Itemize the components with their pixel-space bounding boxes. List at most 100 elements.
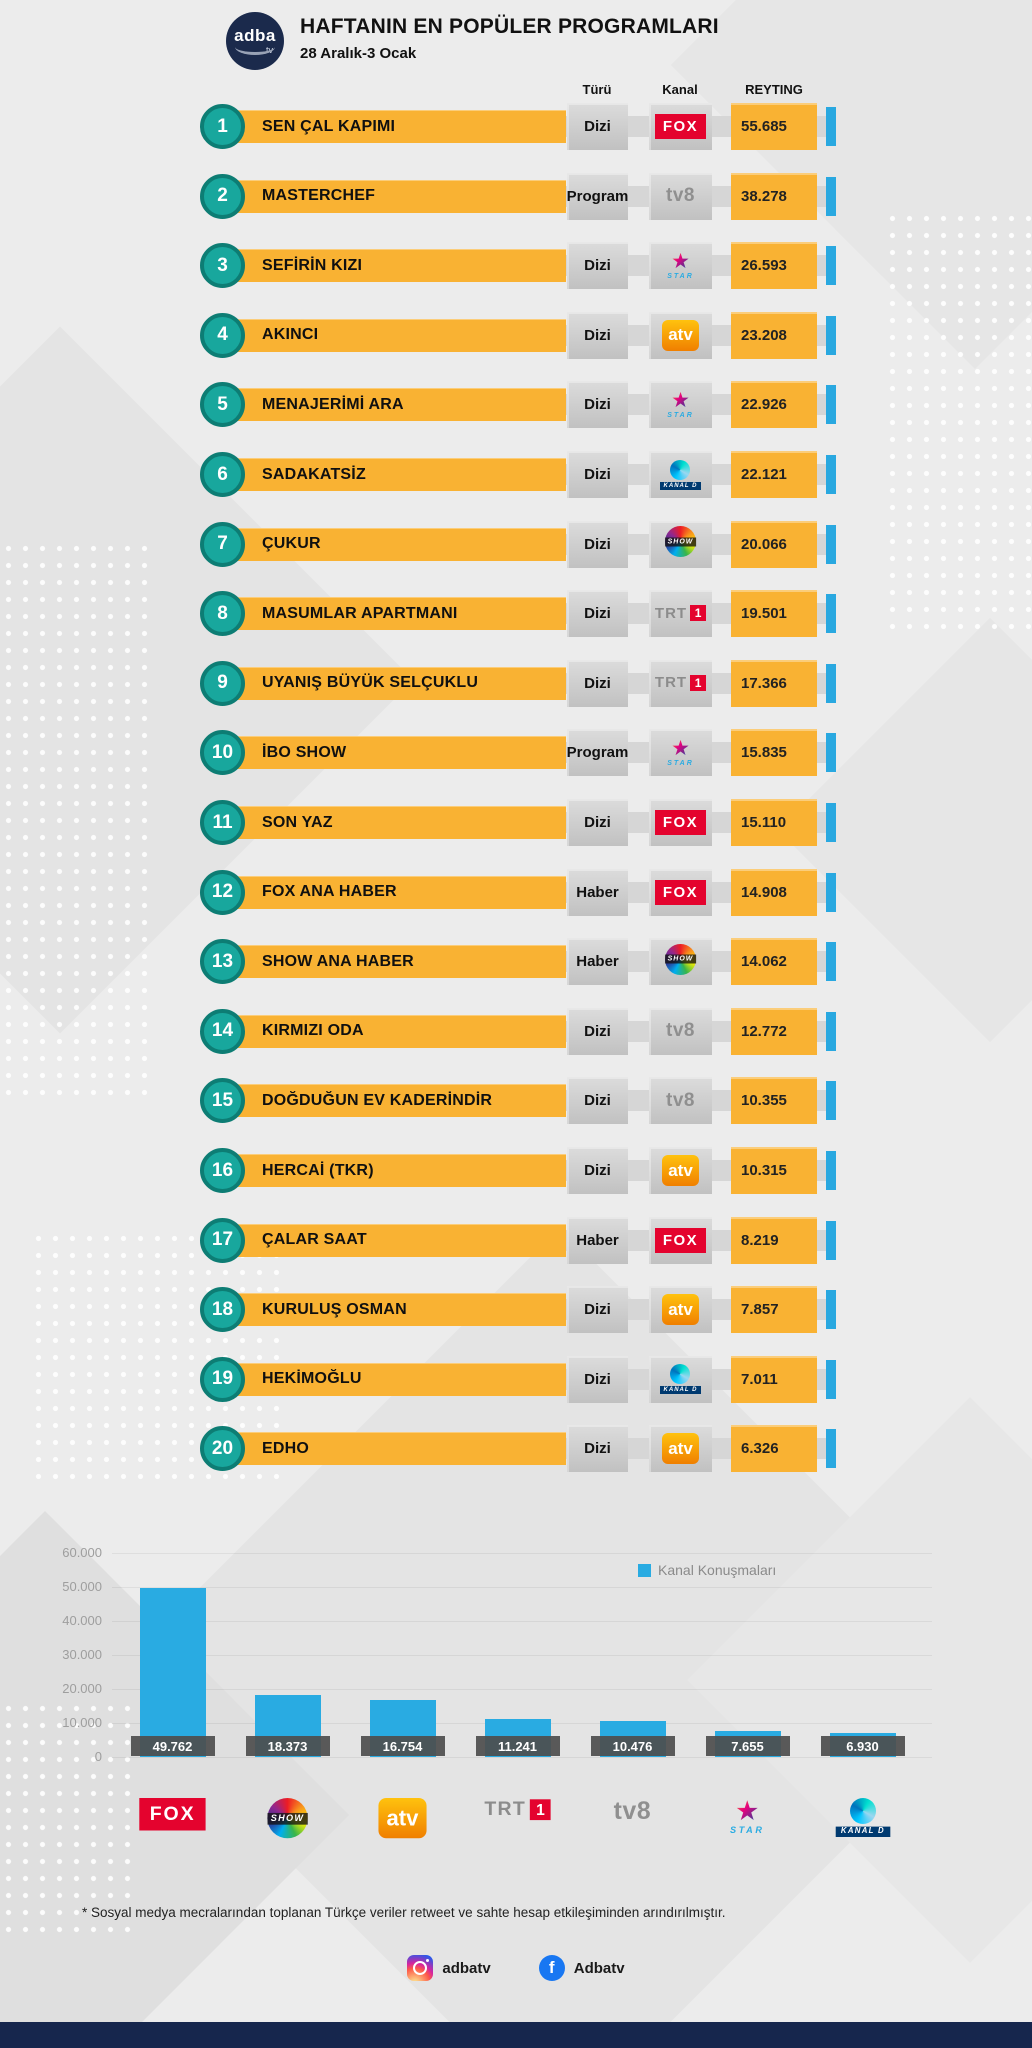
atv-channel-logo: atv [662, 1155, 699, 1186]
rank-badge: 19 [200, 1356, 245, 1402]
rank-badge: 11 [200, 800, 245, 845]
rank-number: 9 [217, 672, 228, 694]
program-name: İBO SHOW [262, 743, 347, 761]
program-name-bar: SADAKATSİZ [210, 458, 566, 491]
table-row: MASUMLAR APARTMANI 8 Dizi TRT 1 19.501 [200, 590, 840, 638]
show-sun-icon: SHOW [266, 1798, 309, 1839]
table-row: UYANIŞ BÜYÜK SELÇUKLU 9 Dizi TRT 1 17.366 [200, 659, 840, 707]
rank-number: 14 [211, 1020, 234, 1042]
background-dots [0, 1700, 140, 1940]
channel-logo-slot: atv [662, 1433, 699, 1465]
program-type-tile: Dizi [567, 1286, 628, 1334]
channel-logo-slot: KANAL D [659, 1364, 702, 1395]
program-name-bar: KURULUŞ OSMAN [210, 1293, 566, 1327]
rank-number: 11 [212, 811, 233, 833]
rank-number: 2 [217, 185, 228, 207]
rank-number: 12 [211, 881, 234, 903]
row-end-tick [826, 1429, 836, 1469]
rank-badge: 18 [200, 1287, 245, 1333]
channel-logo-slot: FOX [654, 1227, 707, 1253]
bar-value-label: 16.754 [360, 1736, 445, 1756]
rank-number: 13 [211, 950, 234, 972]
table-row: SON YAZ 11 Dizi FOX 15.110 [200, 799, 840, 846]
y-axis-tick-label: 10.000 [62, 1715, 102, 1730]
program-name-bar: DOĞDUĞUN EV KADERİNDİR [210, 1084, 566, 1118]
program-type-tile: Dizi [567, 590, 628, 638]
brand-name: adba [234, 26, 276, 45]
show-channel-logo: SHOW [664, 526, 697, 558]
rating-tile: 7.011 [731, 1355, 817, 1403]
kanald-channel-logo: KANAL D [659, 459, 702, 490]
table-row: SEN ÇAL KAPIMI 1 Dizi FOX 55.685 [200, 103, 840, 150]
facebook-link[interactable]: Adbatv [538, 1955, 625, 1981]
rank-badge: 2 [200, 173, 245, 219]
page-subtitle: 28 Aralık-3 Ocak [300, 45, 417, 62]
rating-value: 7.011 [741, 1370, 778, 1388]
table-row: MENAJERİMİ ARA 5 Dizi ★ STAR 22.926 [200, 381, 840, 429]
channel-conversations-chart: Kanal Konuşmaları 60.000 50.000 40.000 30.0… [0, 1540, 1032, 1880]
rank-badge: 7 [200, 521, 245, 567]
rank-badge: 6 [200, 452, 245, 497]
channel-logo-slot: ★ STAR [667, 251, 694, 280]
row-end-tick [826, 246, 836, 286]
bottom-strip [0, 2022, 1032, 2048]
program-type: Haber [576, 883, 619, 901]
y-axis-tick-label: 20.000 [62, 1681, 102, 1696]
program-name-bar: SHOW ANA HABER [210, 945, 566, 979]
rating-value: 17.366 [741, 674, 787, 692]
rank-number: 20 [211, 1437, 234, 1459]
channel-logo-tile: FOX [649, 1216, 712, 1264]
rating-value: 22.121 [741, 466, 787, 483]
program-type-tile: Haber [567, 868, 628, 916]
rating-tile: 23.208 [731, 311, 817, 359]
table-row: SHOW ANA HABER 13 Haber SHOW 14.062 [200, 938, 840, 986]
kanald-channel-logo: KANAL D [659, 1364, 702, 1395]
adba-tv-logo: adba .tv [226, 12, 284, 70]
chart-gridline [112, 1757, 932, 1758]
background-dots [0, 540, 150, 1100]
program-type-tile: Haber [567, 1216, 628, 1264]
program-name: MASTERCHEF [262, 187, 376, 205]
channel-logo-slot: FOX [654, 114, 707, 139]
column-header-rating: REYTING [745, 82, 803, 97]
star-channel-logo: ★ STAR [667, 389, 694, 420]
footnote: * Sosyal medya mecralarından toplanan Tü… [82, 1905, 726, 1920]
program-type: Dizi [584, 674, 611, 692]
row-end-tick [826, 942, 836, 982]
program-name-bar: HERCAİ (TKR) [210, 1154, 566, 1187]
rating-value: 23.208 [741, 326, 787, 344]
program-name: HERCAİ (TKR) [262, 1161, 374, 1179]
ranking-list: SEN ÇAL KAPIMI 1 Dizi FOX 55.685 MASTERC… [200, 103, 840, 1473]
row-end-tick [826, 872, 836, 912]
program-type-tile: Dizi [567, 799, 628, 846]
rank-number: 8 [217, 602, 228, 624]
program-name: KIRMIZI ODA [262, 1022, 364, 1040]
program-type: Dizi [584, 466, 611, 483]
channel-logo-tile: SHOW [649, 938, 712, 986]
program-name: SADAKATSİZ [262, 465, 366, 483]
rating-tile: 15.835 [731, 729, 817, 777]
rank-number: 15 [211, 1089, 234, 1111]
rank-number: 17 [211, 1229, 234, 1251]
program-type-tile: Program [567, 729, 628, 777]
instagram-link[interactable]: adbatv [407, 1955, 491, 1981]
kanal-d-swirl-icon [670, 459, 691, 480]
rank-badge: 17 [200, 1217, 245, 1263]
fox-channel-logo: FOX [654, 810, 707, 835]
tv8-channel-logo: tv8 [666, 185, 695, 207]
star-channel-logo: ★ STAR [667, 737, 694, 768]
table-row: SEFİRİN KIZI 3 Dizi ★ STAR 26.593 [200, 242, 840, 290]
program-type: Dizi [584, 1301, 611, 1319]
table-row: SADAKATSİZ 6 Dizi KANAL D 22.121 [200, 451, 840, 498]
table-row: FOX ANA HABER 12 Haber FOX 14.908 [200, 868, 840, 916]
instagram-icon [407, 1955, 434, 1981]
rating-tile: 14.062 [731, 938, 817, 986]
x-axis-channel-logo: tv8 [591, 1798, 675, 1825]
program-type-tile: Dizi [567, 1425, 628, 1473]
row-end-tick [826, 594, 836, 634]
rating-value: 15.835 [741, 744, 787, 762]
rating-value: 55.685 [741, 118, 787, 135]
program-type: Haber [576, 1231, 619, 1249]
channel-logo-slot: SHOW [664, 526, 697, 562]
